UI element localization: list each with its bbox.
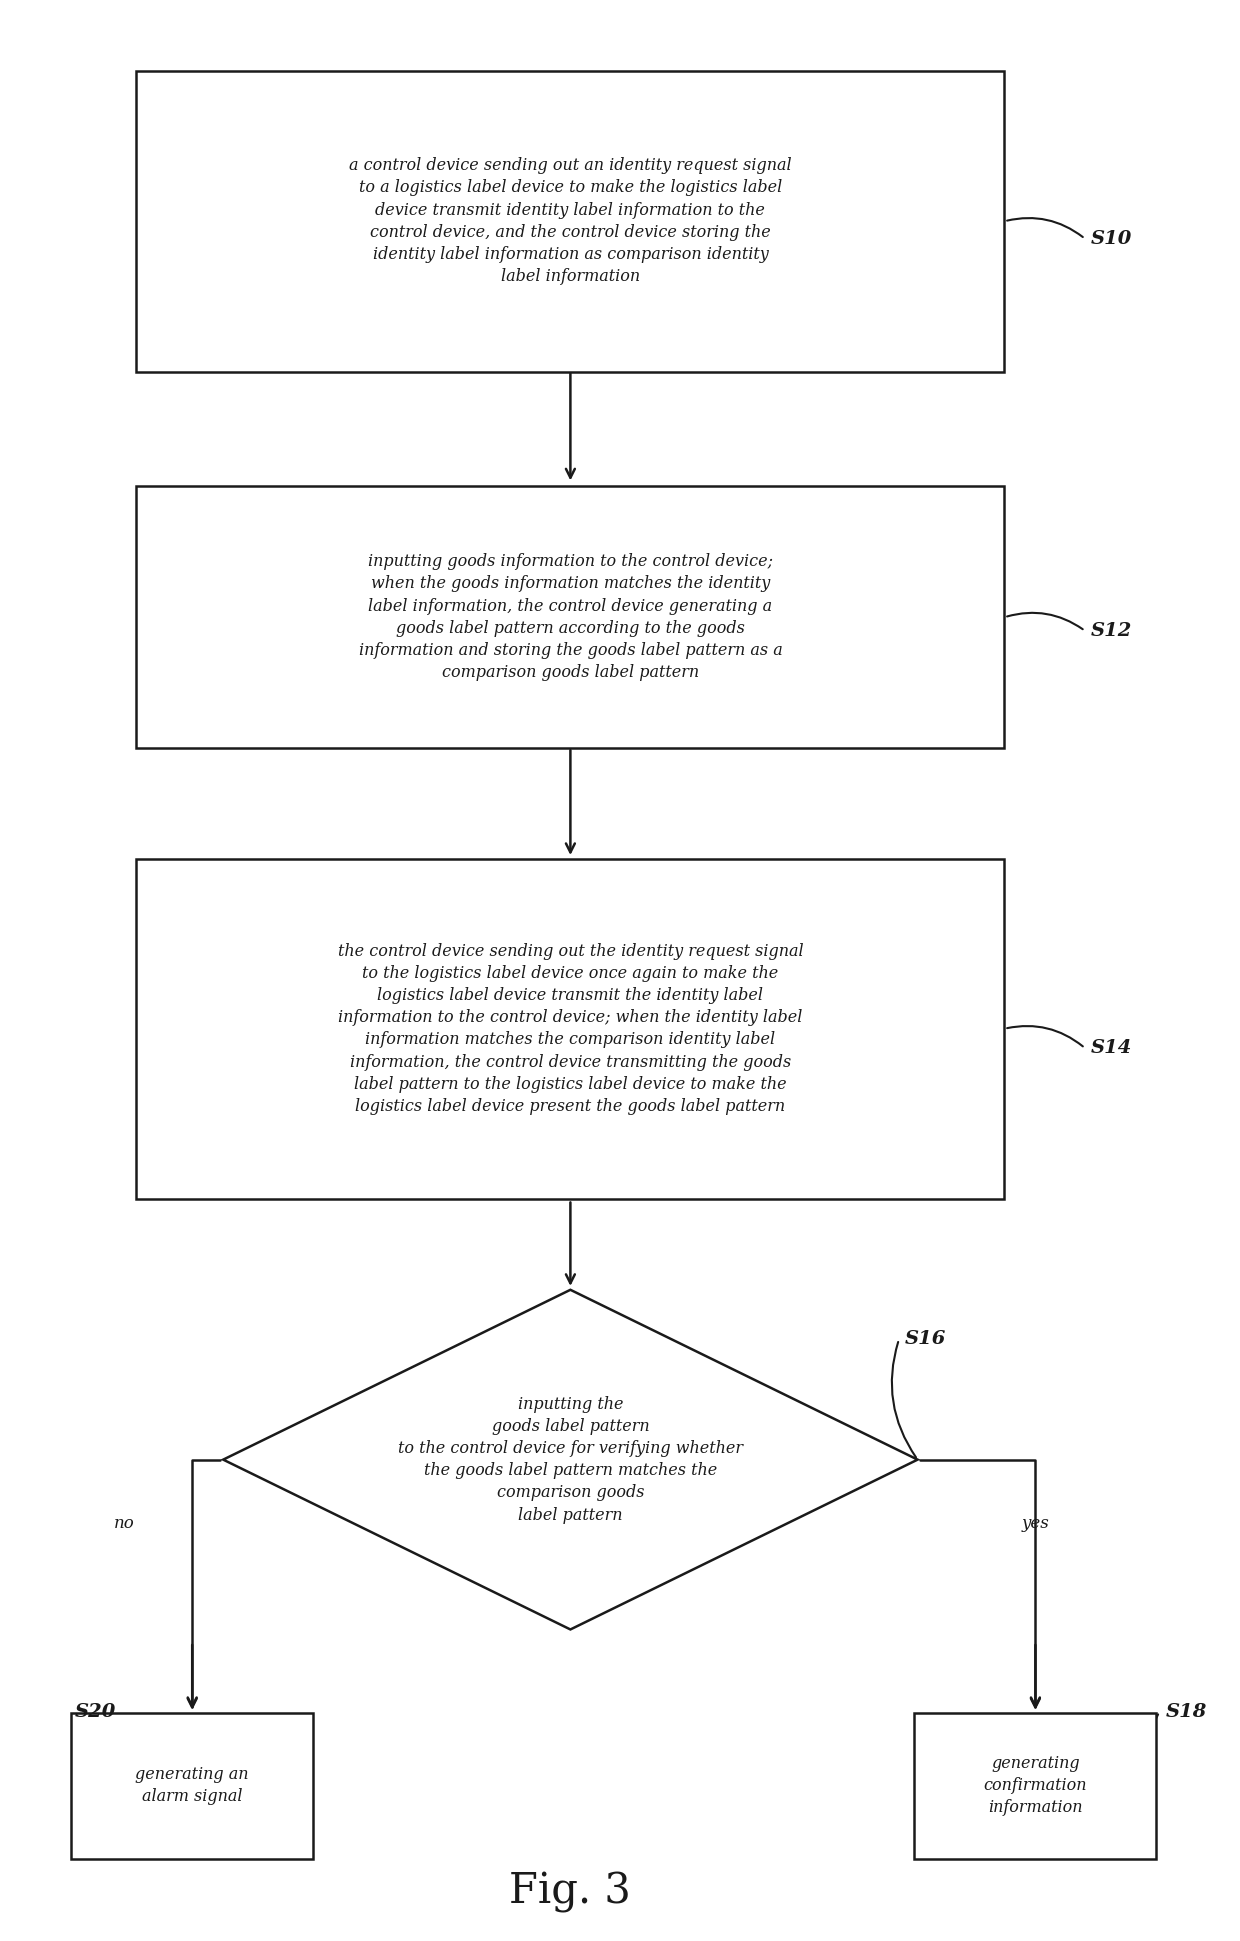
Text: generating an
alarm signal: generating an alarm signal (135, 1766, 249, 1805)
Text: S14: S14 (1091, 1038, 1132, 1058)
Text: inputting goods information to the control device;
when the goods information ma: inputting goods information to the contr… (358, 553, 782, 681)
Bar (136, 858, 1004, 1200)
Text: a control device sending out an identity request signal
to a logistics label dev: a control device sending out an identity… (350, 157, 791, 285)
Text: inputting the
goods label pattern
to the control device for verifying whether
th: inputting the goods label pattern to the… (398, 1396, 743, 1524)
Text: no: no (114, 1516, 134, 1531)
Bar (71, 1714, 312, 1859)
Polygon shape (223, 1289, 918, 1630)
Text: S20: S20 (74, 1702, 115, 1722)
Text: S12: S12 (1091, 621, 1132, 641)
Text: generating
confirmation
information: generating confirmation information (983, 1755, 1087, 1817)
Bar (136, 485, 1004, 747)
Text: Fig. 3: Fig. 3 (510, 1871, 631, 1914)
Bar (914, 1714, 1156, 1859)
Text: the control device sending out the identity request signal
to the logistics labe: the control device sending out the ident… (337, 943, 804, 1114)
Text: S10: S10 (1091, 229, 1132, 248)
Text: yes: yes (1022, 1516, 1049, 1531)
Bar (136, 70, 1004, 371)
Text: S16: S16 (905, 1330, 946, 1349)
Text: S18: S18 (1166, 1702, 1207, 1722)
